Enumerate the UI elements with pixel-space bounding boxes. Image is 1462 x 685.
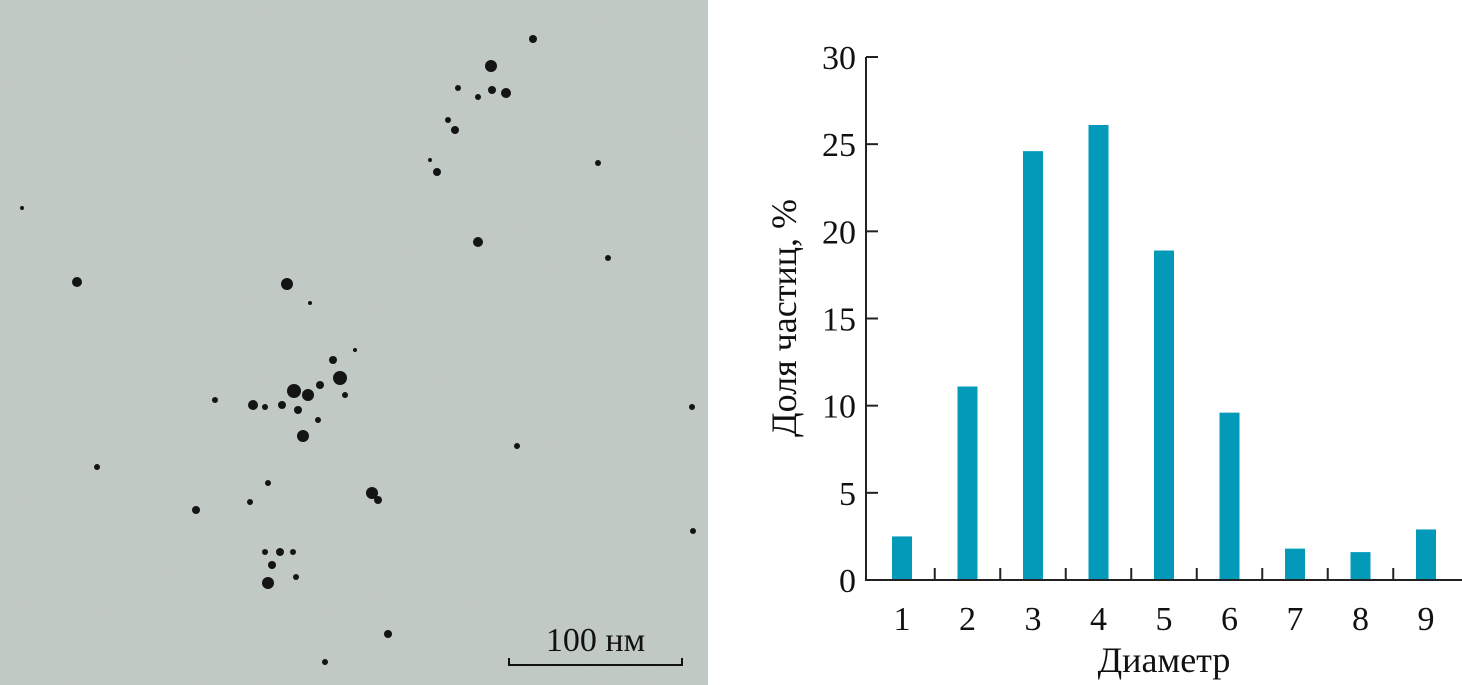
nanoparticle [433,168,441,176]
nanoparticle [366,487,378,499]
x-tick-label: 7 [1287,601,1304,638]
nanoparticle [605,255,611,261]
scale-bar [508,658,683,666]
nanoparticle [451,126,459,134]
nanoparticle [342,392,348,398]
bar-1 [892,536,912,580]
nanoparticle [297,430,309,442]
bar-9 [1416,529,1436,580]
nanoparticle [192,506,200,514]
bar-4 [1088,124,1109,581]
nanoparticle [501,88,511,98]
x-tick-label: 5 [1156,601,1173,638]
bar-8 [1350,552,1371,580]
nanoparticle [475,94,481,100]
nanoparticle [276,548,284,556]
nanoparticle [316,381,324,389]
x-tick-label: 6 [1221,601,1238,638]
bar-2 [957,386,978,580]
nanoparticle [445,117,451,123]
nanoparticle [595,160,601,166]
nanoparticle [248,400,258,410]
bar-7 [1285,548,1305,580]
y-tick-label: 10 [822,389,856,426]
nanoparticle [290,549,296,555]
nanoparticle [262,549,268,555]
x-tick-label: 9 [1418,601,1435,638]
nanoparticle [485,60,497,72]
y-tick-label: 15 [822,302,856,339]
nanoparticle [690,528,696,534]
nanoparticle [94,464,100,470]
nanoparticle [212,397,218,403]
nanoparticle [689,404,695,410]
nanoparticle [529,35,537,43]
nanoparticle [247,499,253,505]
micrograph-particles [0,0,708,685]
bar-5 [1154,250,1174,580]
nanoparticle [315,417,321,423]
nanoparticle [333,371,347,385]
nanoparticle [428,158,432,162]
nanoparticle [322,659,328,665]
nanoparticle [353,348,357,352]
x-tick-label: 8 [1352,601,1369,638]
y-tick-label: 20 [822,214,856,251]
micrograph-texture [0,0,708,685]
nanoparticle [302,389,314,401]
y-tick-label: 5 [839,476,856,513]
x-tick-label: 3 [1025,601,1042,638]
x-axis-title: Диаметр [1098,640,1231,680]
nanoparticle [72,277,82,287]
y-tick-label: 25 [822,127,856,164]
nanoparticle [384,630,392,638]
nanoparticle [293,574,299,580]
x-tick-label: 1 [894,601,911,638]
nanoparticle [287,384,301,398]
particle-size-histogram: 1 2 3 4 5 6 7 8 9 0 5 10 15 20 25 30 Доля частиц, % Диа… [764,40,1462,680]
nanoparticle [262,404,268,410]
bar-3 [1023,151,1043,580]
y-tick-label: 0 [839,563,856,600]
x-tick-label: 2 [959,601,976,638]
nanoparticle [488,86,496,94]
nanoparticle [262,577,274,589]
nanoparticle [265,480,271,486]
y-axis-title: Доля частиц, % [764,199,804,437]
tem-micrograph: 100 нм [0,0,708,685]
nanoparticle [308,301,312,305]
nanoparticle [281,278,293,290]
x-tick-label: 4 [1090,601,1107,638]
nanoparticle [473,237,483,247]
nanoparticle [268,561,276,569]
scale-bar-label: 100 нм [545,622,646,659]
nanoparticle [374,496,382,504]
nanoparticle [455,85,461,91]
nanoparticle [514,443,520,449]
nanoparticle [278,401,286,409]
nanoparticle [294,406,302,414]
nanoparticle [20,206,24,210]
nanoparticle [329,356,337,364]
bar-6 [1219,412,1240,580]
y-tick-label: 30 [822,40,856,77]
